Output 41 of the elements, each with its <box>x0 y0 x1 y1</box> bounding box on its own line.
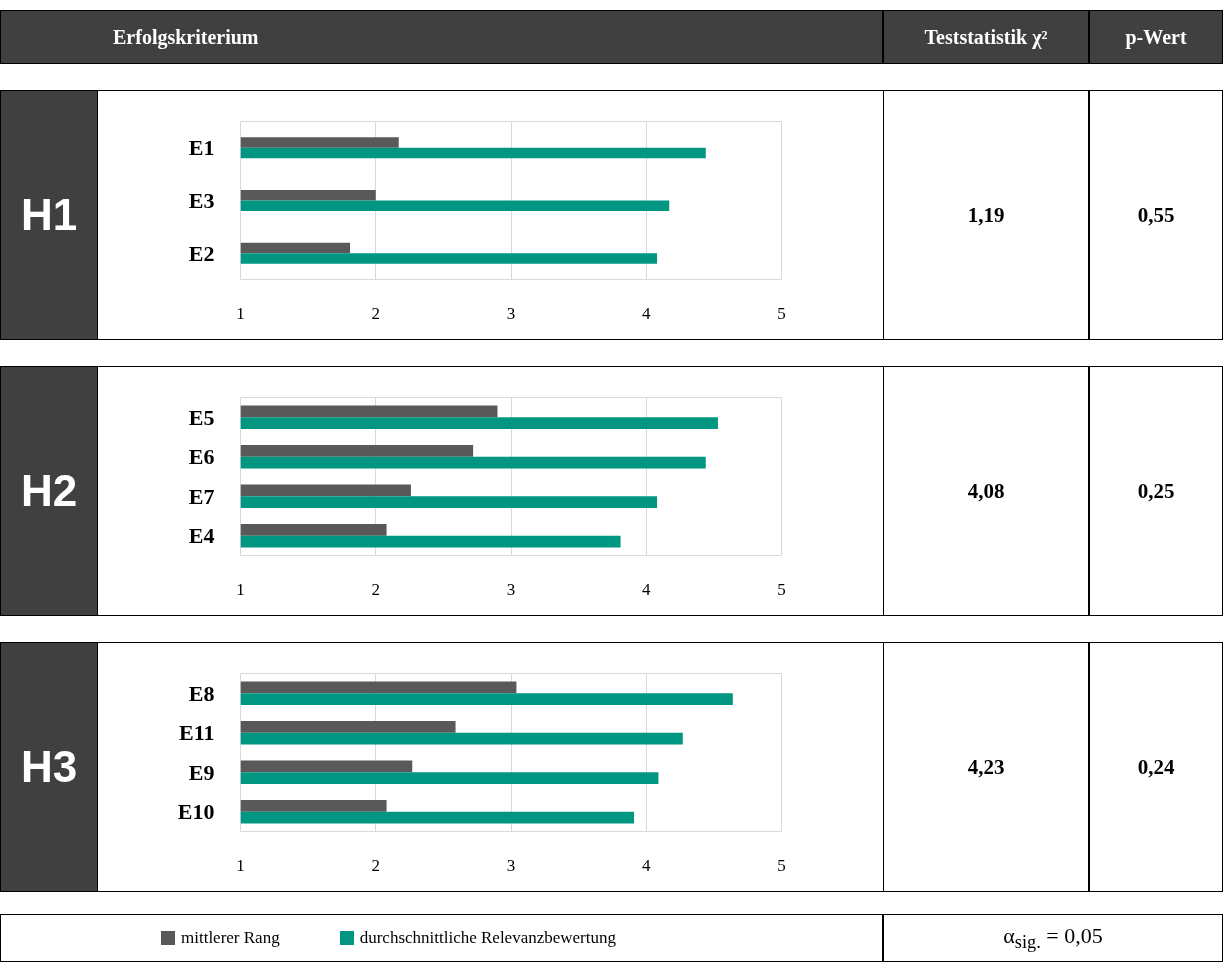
legend-label: mittlerer Rang <box>181 928 280 948</box>
text: α$_{sig.}$ = 0,05 <box>1003 922 1103 955</box>
y-tick-label: E8 <box>188 680 215 706</box>
y-tick-label: E10 <box>177 799 215 825</box>
y-tick-label: E1 <box>188 135 215 161</box>
y-tick-label: E6 <box>188 444 215 470</box>
y-tick-label: E7 <box>188 483 215 509</box>
x-tick-label: 1 <box>236 855 245 875</box>
y-tick-label: E5 <box>188 404 215 430</box>
x-tick-label: 2 <box>371 855 380 875</box>
text: 1,19 <box>967 202 1005 229</box>
text: H3 <box>20 740 78 793</box>
text: 0,55 <box>1137 202 1175 229</box>
y-tick-label: E11 <box>179 720 215 746</box>
text: H1 <box>20 188 78 241</box>
text: Teststatistik χ² <box>924 24 1048 51</box>
x-tick-label: 3 <box>506 303 516 323</box>
x-tick-label: 5 <box>777 855 786 875</box>
x-tick-label: 5 <box>777 303 786 323</box>
text: Erfolgskriterium <box>113 24 259 51</box>
x-tick-label: 5 <box>777 579 786 599</box>
x-tick-label: 3 <box>506 855 516 875</box>
text: p-Wert <box>1125 24 1187 51</box>
text: 0,25 <box>1137 478 1175 505</box>
x-tick-label: 2 <box>371 579 380 599</box>
x-tick-label: 3 <box>506 579 516 599</box>
y-tick-label: E3 <box>188 188 215 213</box>
x-tick-label: 4 <box>642 855 651 875</box>
y-tick-label: E9 <box>188 759 215 785</box>
text: 4,08 <box>967 478 1005 505</box>
x-tick-label: 1 <box>236 579 245 599</box>
x-tick-label: 4 <box>642 579 651 599</box>
x-tick-label: 4 <box>642 303 651 323</box>
y-tick-label: E2 <box>188 240 215 266</box>
x-tick-label: 2 <box>371 303 380 323</box>
x-tick-label: 1 <box>236 303 245 323</box>
legend-label: durchschnittliche Relevanzbewertung <box>359 928 616 948</box>
text: 4,23 <box>967 754 1005 781</box>
text: H2 <box>20 464 78 517</box>
text: 0,24 <box>1137 754 1175 781</box>
y-tick-label: E4 <box>188 523 215 549</box>
